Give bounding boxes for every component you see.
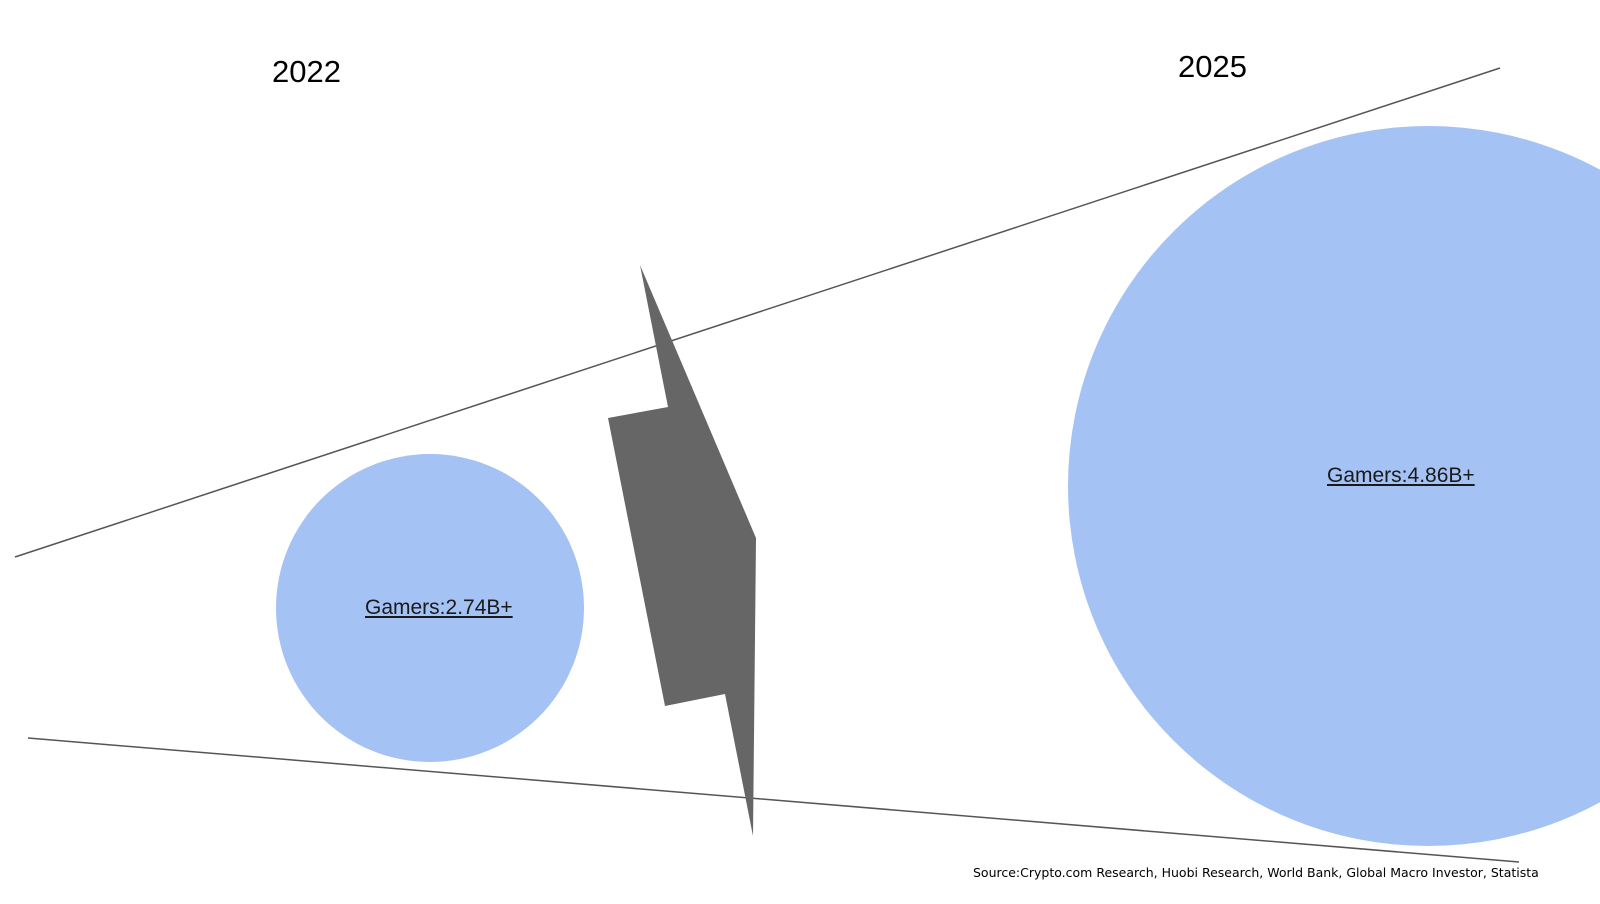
year-label-2025: 2025 [1178,49,1247,84]
gamers-2022-label: Gamers:2.74B+ [365,596,513,619]
gamers-2025-label: Gamers:4.86B+ [1327,464,1475,487]
lower-growth-line [27,737,1520,863]
lightning-bolt-icon [608,265,756,836]
upper-growth-line [14,67,1501,558]
source-citation: Source:Crypto.com Research, Huobi Resear… [973,865,1539,880]
gamers-2025-bubble [1068,126,1600,846]
year-label-2022: 2022 [272,54,341,89]
gamers-2022-bubble [276,454,584,762]
